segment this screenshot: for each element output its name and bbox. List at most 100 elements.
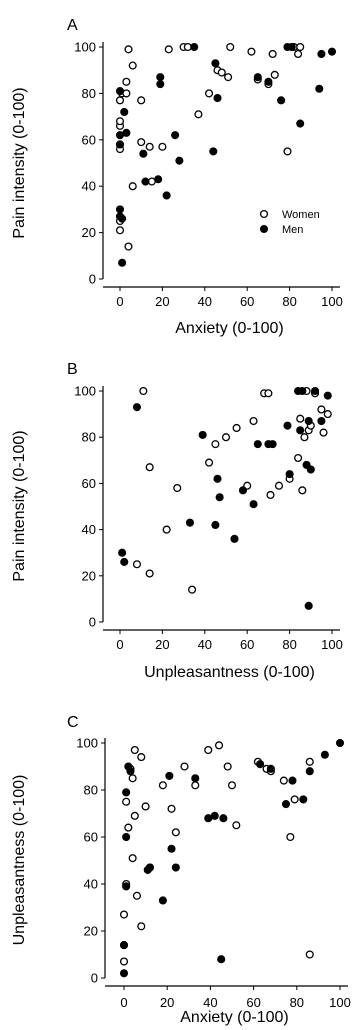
panel-c-x-tick-label: 100 bbox=[329, 995, 351, 1010]
panel-b-y-axis-label: Pain intensity (0-100) bbox=[11, 430, 28, 581]
panel-a-men-point bbox=[287, 42, 296, 52]
panel-a-men-point bbox=[213, 93, 222, 103]
panel-a-men-point bbox=[139, 149, 148, 158]
panel-b-women-point bbox=[211, 440, 220, 449]
panel-b-men-point bbox=[253, 440, 262, 449]
panel-a-women-point bbox=[268, 49, 277, 59]
panel-b-y-tick-label: 80 bbox=[82, 430, 96, 445]
panel-a-men-point bbox=[162, 191, 171, 200]
panel-c-women-point bbox=[286, 832, 295, 842]
panel-a-women-point bbox=[226, 42, 235, 52]
panel-a-women-point bbox=[128, 61, 137, 70]
panel-b-women-point bbox=[221, 433, 231, 442]
panel-b-women-point bbox=[323, 410, 332, 419]
panel-b-y-tick-label: 100 bbox=[74, 384, 96, 399]
panel-a-men-point bbox=[277, 96, 286, 105]
panel-a-men-point bbox=[211, 59, 220, 68]
panel-b-women-point bbox=[300, 433, 309, 442]
panel-a-x-tick-label: 100 bbox=[321, 294, 343, 309]
panel-a-y-tick-label: 40 bbox=[82, 179, 96, 194]
panel-a-women-point bbox=[128, 182, 137, 191]
panel-c-letter: C bbox=[67, 714, 79, 731]
panel-a-women-point bbox=[115, 117, 125, 126]
panel-a-men-point bbox=[115, 140, 125, 149]
panel-b-men-point bbox=[298, 386, 307, 396]
panel-a-men-point bbox=[118, 214, 127, 223]
panel-b-women-point bbox=[249, 416, 258, 426]
panel-a-men-point bbox=[209, 147, 218, 156]
panel-a-x-tick-label: 40 bbox=[198, 294, 212, 309]
panel-c-women-point bbox=[223, 762, 232, 771]
panel-b-women-point bbox=[173, 483, 182, 493]
panel-c-men-point bbox=[288, 776, 297, 785]
panel-b-men-point bbox=[132, 403, 142, 412]
panel-b-letter: B bbox=[67, 361, 78, 378]
panel-c-women-point bbox=[227, 781, 237, 790]
panel-b-women-point bbox=[145, 463, 154, 472]
panel-c-men-point bbox=[122, 832, 131, 842]
panel-c-men-point bbox=[119, 969, 129, 978]
panel-a-women-point bbox=[122, 77, 131, 86]
panel-a-men-point bbox=[317, 49, 326, 59]
panel-a-men-point bbox=[175, 156, 184, 165]
panel-b-y-tick-label: 20 bbox=[82, 568, 96, 583]
panel-a-women-point bbox=[145, 142, 154, 151]
panel-c-men-point bbox=[320, 750, 329, 759]
panel-a-legend-label-women: Women bbox=[282, 209, 320, 221]
panel-b-x-tick-label: 80 bbox=[282, 637, 296, 652]
panel-a-men-point bbox=[264, 77, 273, 86]
panel-c-women-point bbox=[167, 804, 176, 813]
panel-b-men-point bbox=[317, 416, 326, 426]
panel-c-women-point bbox=[171, 828, 180, 837]
panel-c-women-point bbox=[119, 957, 129, 966]
panel-c-men-point bbox=[266, 764, 275, 773]
panel-c-y-tick-label: 0 bbox=[91, 971, 98, 986]
panel-b-x-tick-label: 20 bbox=[155, 637, 169, 652]
panel-c-women-point bbox=[305, 757, 314, 766]
panel-c-x-axis-label: Anxiety (0-100) bbox=[180, 1009, 289, 1026]
panel-c-men-point bbox=[256, 760, 265, 769]
panel-a-legend-marker-men bbox=[259, 224, 269, 234]
panel-a-legend-label-men: Men bbox=[282, 224, 303, 236]
panel-c-men-point bbox=[122, 788, 131, 797]
panel-b-y-tick-label: 40 bbox=[82, 522, 96, 537]
panel-c-women-point bbox=[214, 741, 224, 750]
panel-c-women-point bbox=[137, 753, 146, 762]
panel-a-women-point bbox=[270, 70, 279, 79]
panel-b-women-point bbox=[274, 481, 284, 490]
panel-b-men-point bbox=[310, 386, 320, 396]
panel-a-letter: A bbox=[67, 17, 78, 34]
panel-c-women-point bbox=[191, 781, 200, 790]
panel-c-men-point bbox=[171, 863, 180, 872]
panel-b-men-point bbox=[118, 548, 127, 557]
panel-a-women-point bbox=[164, 45, 173, 54]
panel-a-men-point bbox=[253, 73, 262, 82]
panel-b-women-point bbox=[317, 405, 326, 414]
panel-a-women-point bbox=[115, 226, 125, 235]
panel-b-women-point bbox=[232, 423, 241, 433]
panel-a-men-point bbox=[156, 73, 165, 82]
panel-b-men-point bbox=[185, 518, 195, 527]
panel-a-women-point bbox=[124, 45, 133, 54]
panel-b-x-tick-label: 100 bbox=[321, 637, 343, 652]
panel-a-women-point bbox=[115, 96, 125, 105]
panel-c-women-point bbox=[232, 821, 241, 830]
panel-b-men-point bbox=[323, 391, 332, 400]
panel-a-legend-marker-women bbox=[259, 209, 269, 219]
panel-c-x-tick-label: 80 bbox=[290, 995, 304, 1010]
panel-c-women-point bbox=[141, 802, 150, 811]
panel-b-x-tick-label: 0 bbox=[116, 637, 123, 652]
panel-b-men-point bbox=[304, 416, 313, 426]
panel-a-women-point bbox=[283, 147, 292, 156]
panel-b-men-point bbox=[238, 486, 248, 495]
panel-c-y-tick-label: 100 bbox=[76, 736, 98, 751]
panel-a-y-tick-label: 20 bbox=[82, 225, 96, 240]
panel-b-x-tick-label: 40 bbox=[198, 637, 212, 652]
panel-c-women-point bbox=[128, 854, 137, 863]
panel-a-men-point bbox=[118, 258, 127, 267]
panel-b-men-point bbox=[198, 430, 207, 439]
panel-a-women-point bbox=[194, 110, 203, 119]
panel-a-men-point bbox=[190, 42, 199, 52]
panel-a-women-point bbox=[204, 89, 214, 98]
panel-c-y-tick-label: 20 bbox=[84, 924, 98, 939]
